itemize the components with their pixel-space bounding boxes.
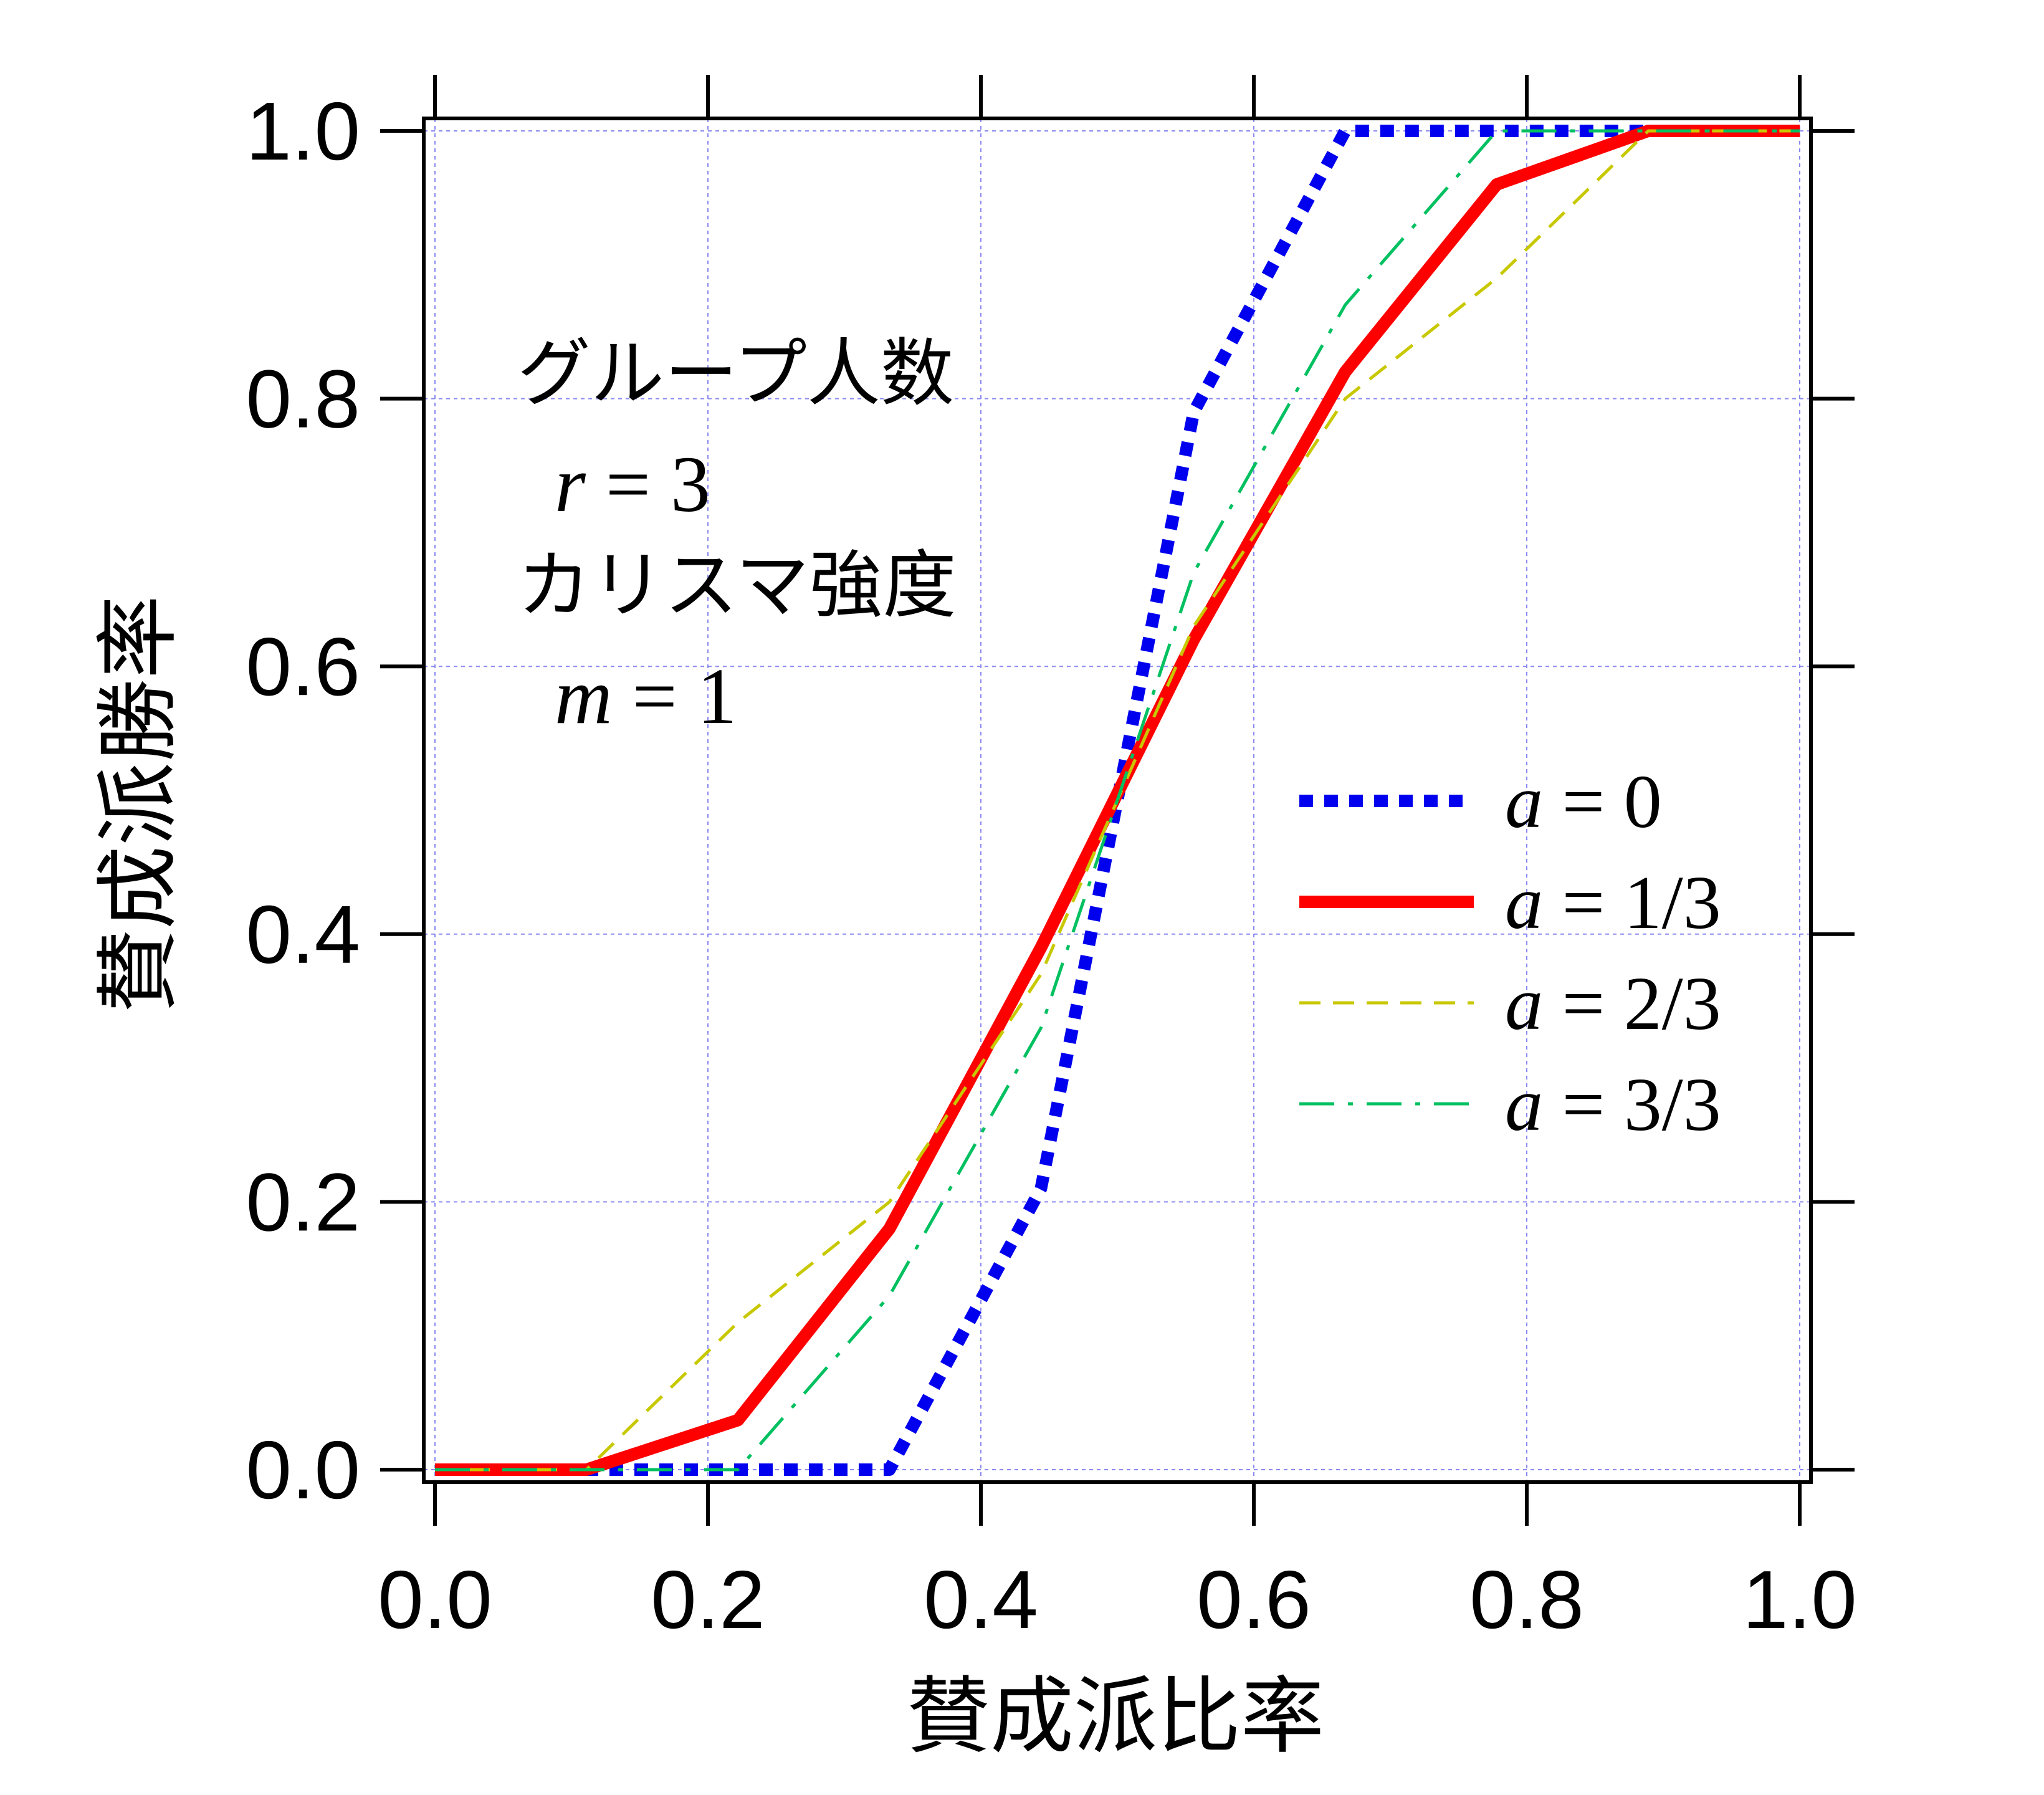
legend-symbol-2: a xyxy=(1505,962,1543,1046)
y-tick-label-1: 0.2 xyxy=(246,1156,361,1248)
x-tick-label-0: 0.0 xyxy=(378,1554,492,1645)
y-axis-title: 賛成派勝率 xyxy=(90,595,187,1013)
x-tick-label-3: 0.6 xyxy=(1196,1554,1311,1645)
annotation-box: グループ人数 r = 3 カリスマ強度 m = 1 xyxy=(517,330,956,740)
x-axis-title: 賛成派比率 xyxy=(907,1668,1324,1765)
y-tick-label-3: 0.6 xyxy=(246,621,361,712)
legend: a = 0a = 1/3a = 2/3a = 3/3 xyxy=(1299,760,1721,1147)
annotation-m-value: m = 1 xyxy=(555,652,737,740)
annotation-m-rest: = 1 xyxy=(612,652,737,740)
legend-value-3: = 3/3 xyxy=(1543,1063,1721,1147)
annotation-m-symbol: m xyxy=(555,652,612,740)
legend-value-1: = 1/3 xyxy=(1543,861,1721,945)
x-tick-label-2: 0.4 xyxy=(924,1554,1038,1645)
x-tick-label-4: 0.8 xyxy=(1469,1554,1584,1645)
annotation-charisma-label: カリスマ強度 xyxy=(517,542,956,628)
legend-label-1: a = 1/3 xyxy=(1505,861,1721,945)
x-tick-label-1: 0.2 xyxy=(651,1554,765,1645)
annotation-r-value: r = 3 xyxy=(555,440,710,529)
legend-value-0: = 0 xyxy=(1543,760,1662,844)
legend-symbol-0: a xyxy=(1505,760,1543,844)
series-line-1 xyxy=(435,125,1800,1476)
legend-label-3: a = 3/3 xyxy=(1505,1063,1721,1147)
y-tick-label-4: 0.8 xyxy=(246,353,361,445)
x-tick-label-5: 1.0 xyxy=(1742,1554,1857,1645)
legend-label-0: a = 0 xyxy=(1505,760,1662,844)
legend-symbol-3: a xyxy=(1505,1063,1543,1147)
axis-ticks xyxy=(380,75,1855,1526)
annotation-r-symbol: r xyxy=(555,440,586,529)
legend-symbol-1: a xyxy=(1505,861,1543,945)
grid-lines xyxy=(424,118,1811,1482)
legend-value-2: = 2/3 xyxy=(1543,962,1721,1046)
series-lines xyxy=(435,125,1800,1476)
y-tick-label-5: 1.0 xyxy=(246,85,361,177)
annotation-r-rest: = 3 xyxy=(586,440,710,529)
plot-frame xyxy=(422,117,1813,1484)
y-tick-label-2: 0.4 xyxy=(246,889,361,980)
annotation-group-size-label: グループ人数 xyxy=(517,330,954,416)
legend-label-2: a = 2/3 xyxy=(1505,962,1721,1046)
series-line-3 xyxy=(435,129,1800,1472)
tick-labels: 0.0 0.2 0.4 0.6 0.8 1.0 0.0 0.2 0.4 0.6 0.8 1.0 xyxy=(246,85,1857,1645)
y-tick-label-0: 0.0 xyxy=(246,1424,361,1516)
